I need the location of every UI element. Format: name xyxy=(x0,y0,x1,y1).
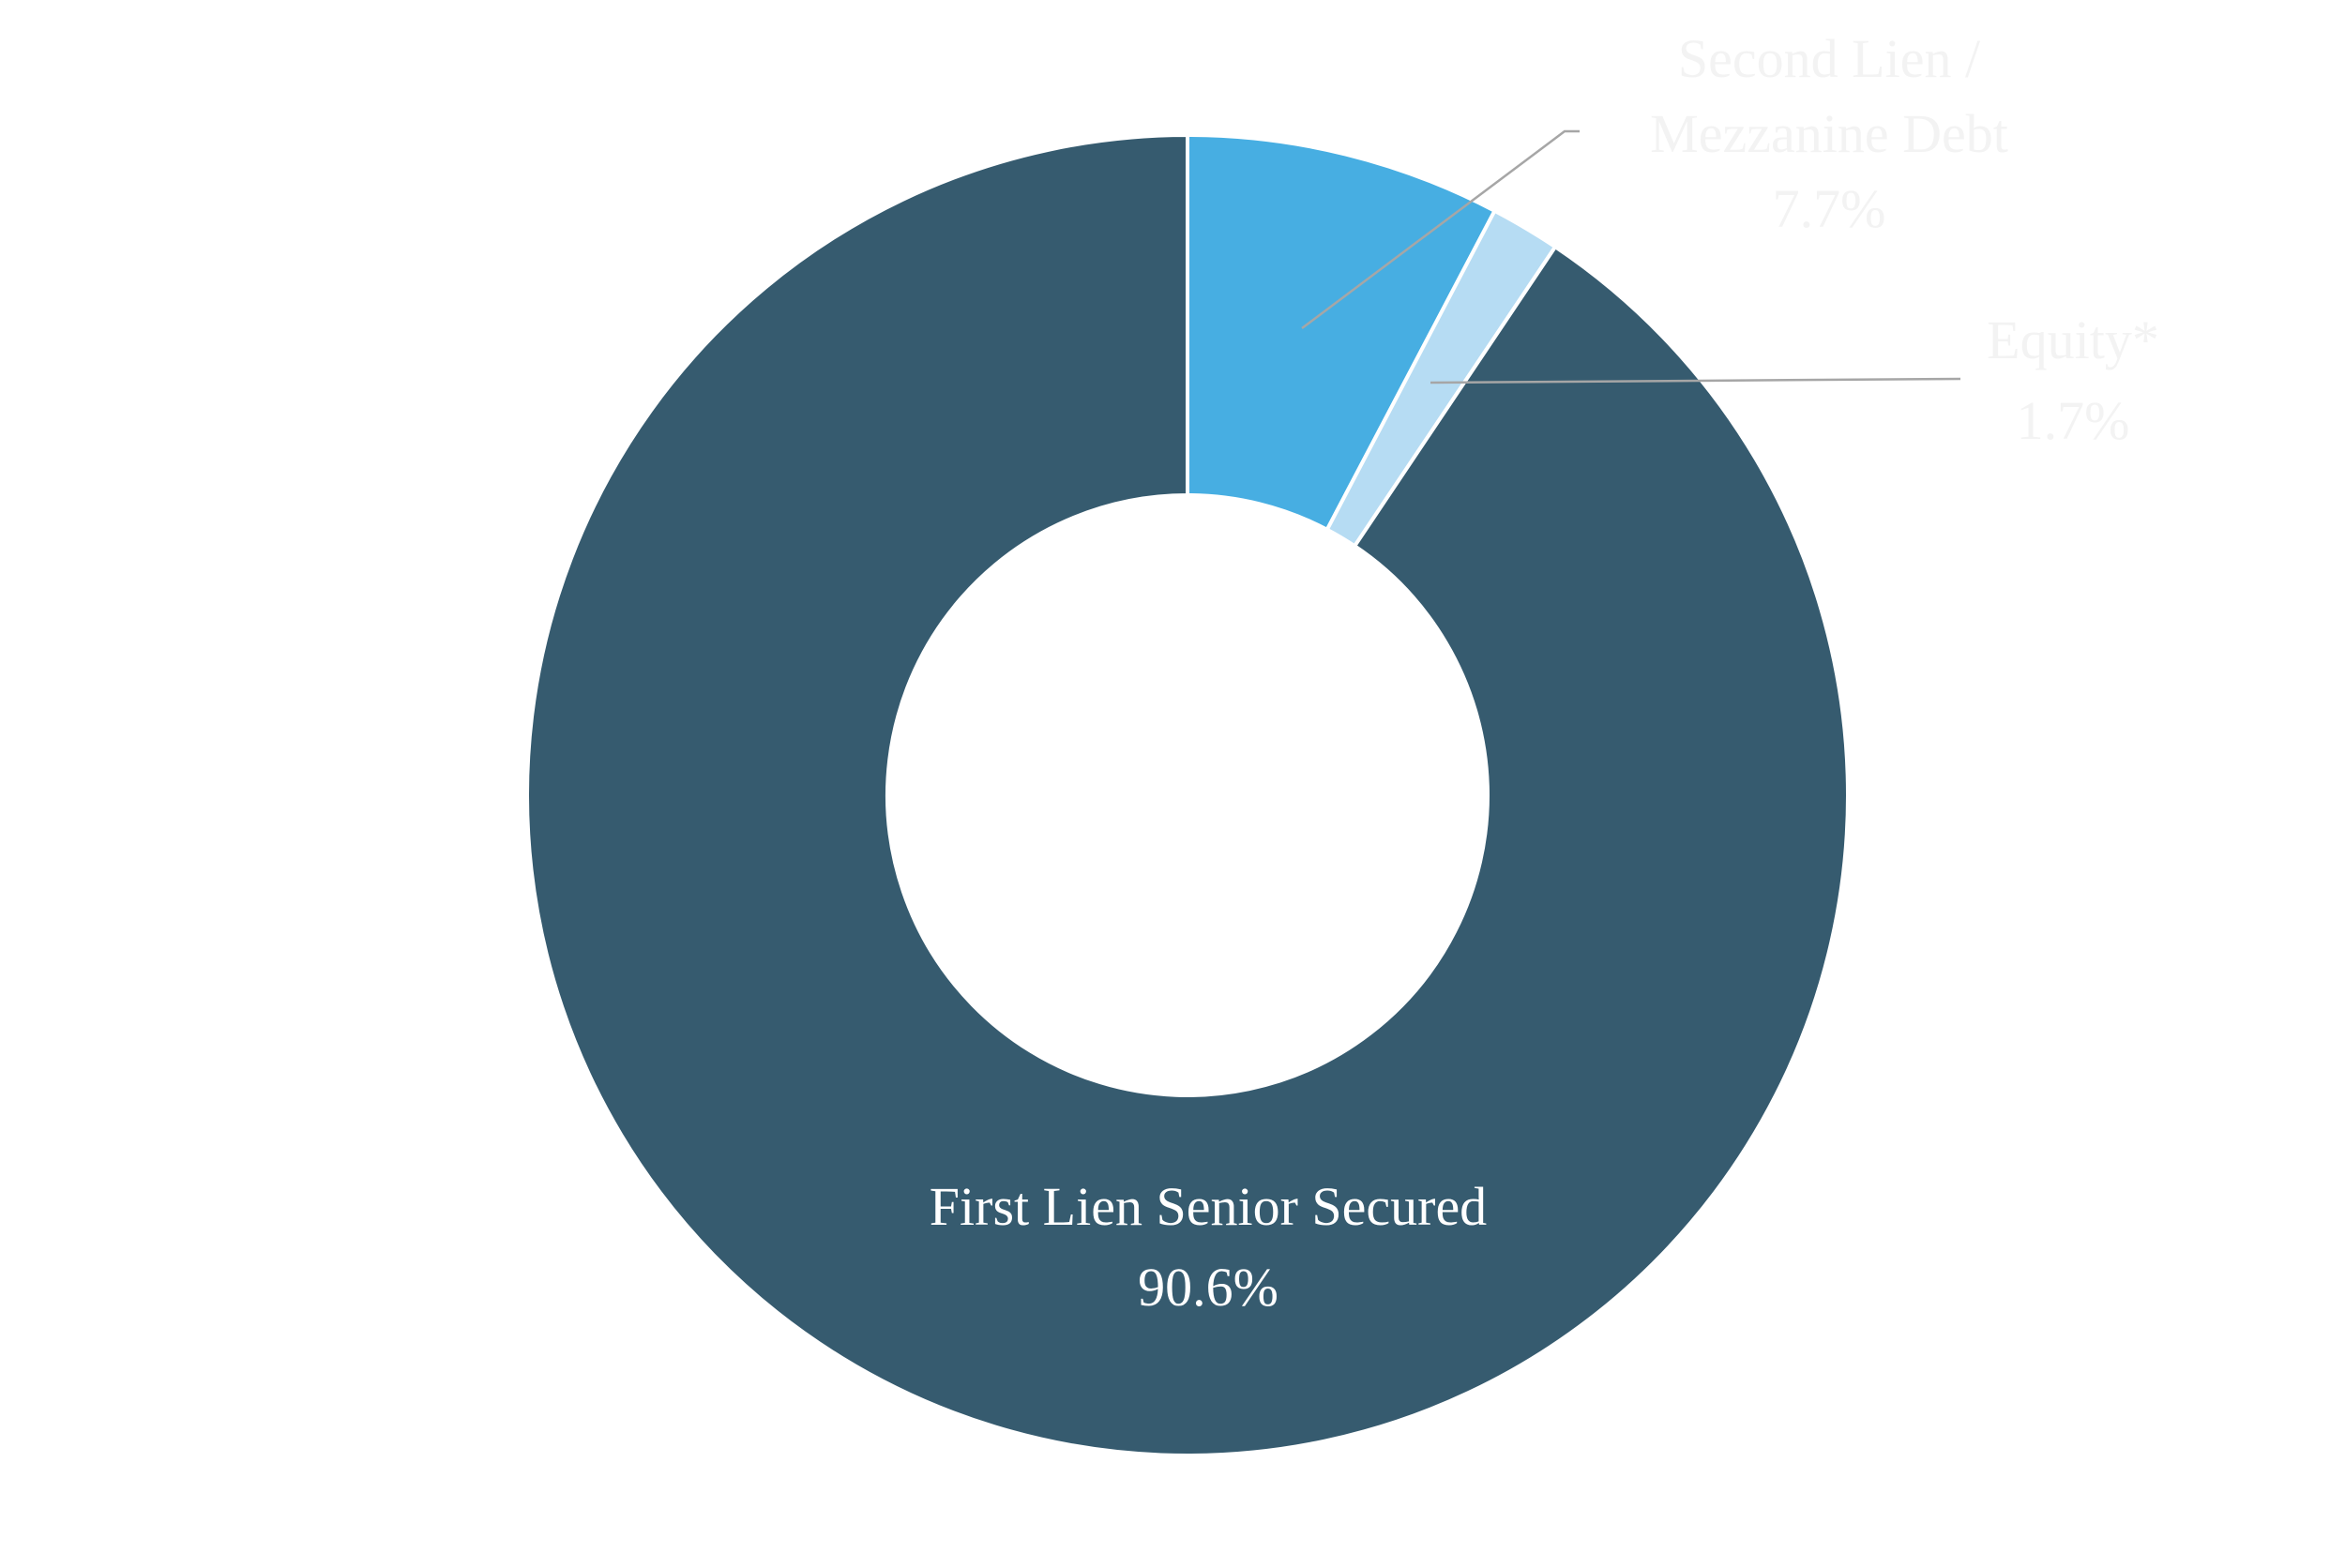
label-second-lien-mezzanine-debt-line-3: 7.7% xyxy=(1773,178,1886,239)
leader-lines-layer xyxy=(1301,129,1961,384)
label-first-lien-senior-secured-line-1: First Lien Senior Secured xyxy=(930,1176,1487,1237)
leader-line-second-lien-mezzanine-debt xyxy=(1301,129,1580,329)
label-first-lien-senior-secured-line-2: 90.6% xyxy=(1138,1257,1278,1318)
label-equity-line-2: 1.7% xyxy=(2017,390,2130,451)
leader-line-equity xyxy=(1430,377,1961,384)
label-second-lien-mezzanine-debt-line-2: Mezzanine Debt xyxy=(1650,103,2008,164)
slice-first-lien-senior-secured xyxy=(525,133,1850,1457)
labels-layer: Second Lien / Mezzanine Debt 7.7% Equity* 1.… xyxy=(930,28,2159,1318)
label-second-lien-mezzanine-debt-line-1: Second Lien / xyxy=(1678,28,1981,89)
slice-second-lien-mezzanine-debt xyxy=(1186,133,1497,532)
slices-layer xyxy=(525,133,1850,1457)
label-equity-line-1: Equity* xyxy=(1987,309,2159,370)
